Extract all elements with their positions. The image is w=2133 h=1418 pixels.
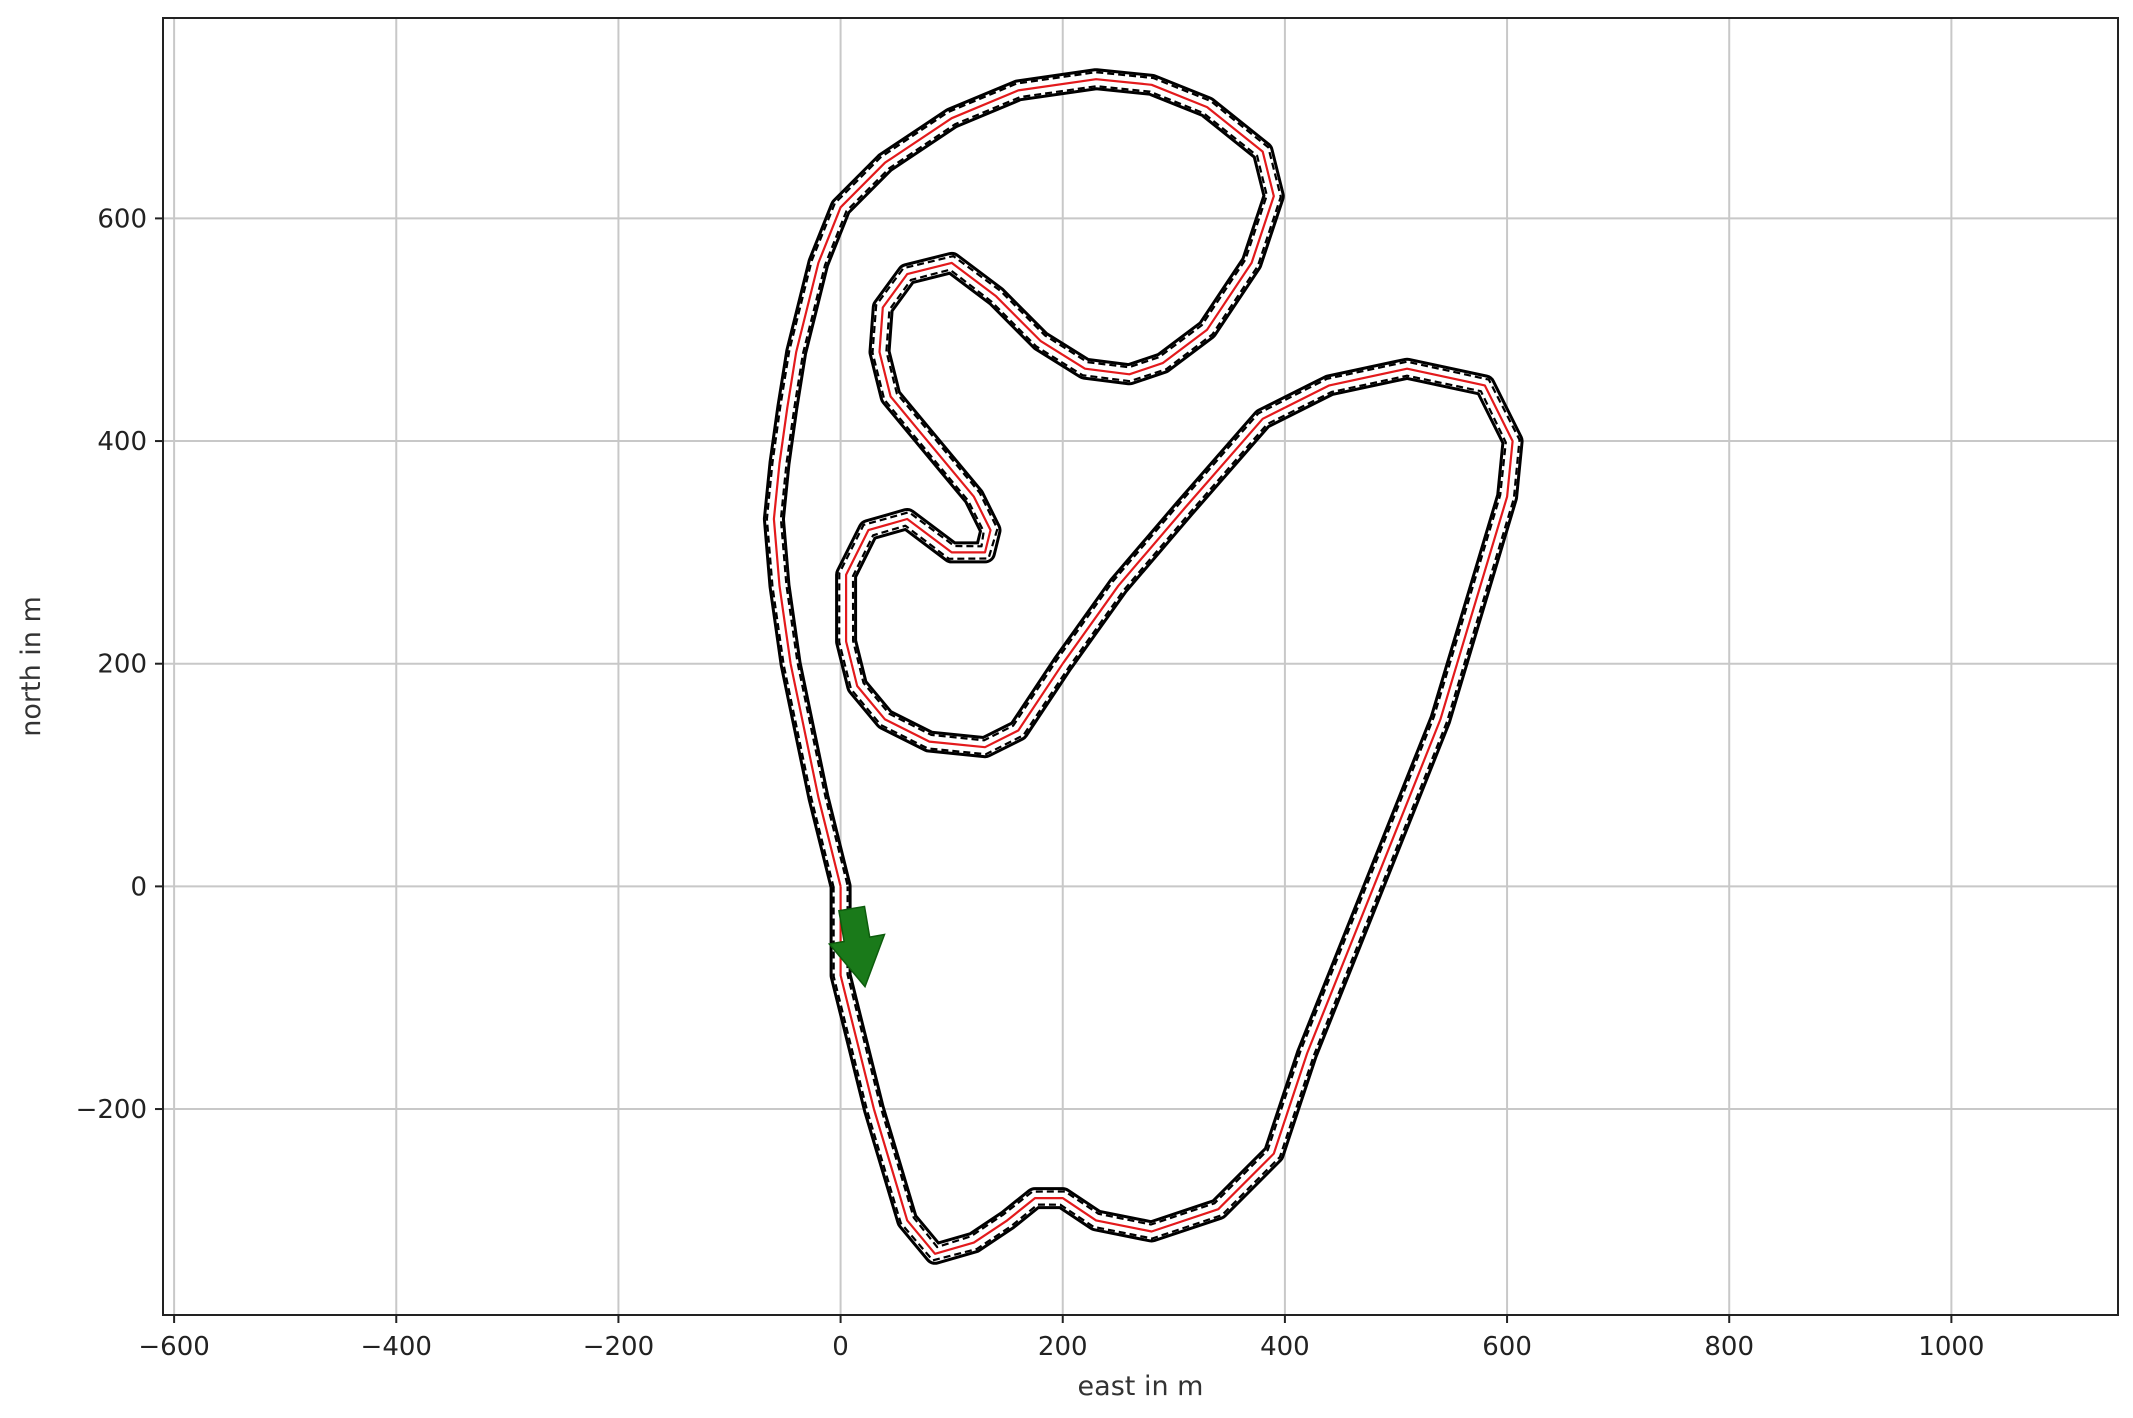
x-tick-label: 0 bbox=[832, 1332, 849, 1362]
y-tick-label: −200 bbox=[76, 1095, 147, 1125]
y-tick-label: 600 bbox=[97, 204, 147, 234]
y-tick-label: 0 bbox=[130, 872, 147, 902]
x-tick-label: 800 bbox=[1704, 1332, 1754, 1362]
y-tick-labels: −200 0 200 400 600 bbox=[76, 204, 163, 1125]
x-axis-label: east in m bbox=[1078, 1371, 1204, 1402]
track-centerline bbox=[772, 78, 1514, 1255]
track-lines bbox=[762, 68, 1524, 1265]
track-band bbox=[765, 71, 1521, 1262]
track-boundary-left bbox=[765, 71, 1521, 1262]
x-tick-label: 400 bbox=[1260, 1332, 1310, 1362]
track-boundary-right bbox=[779, 85, 1507, 1249]
x-tick-labels: −600 −400 −200 0 200 400 600 800 1000 bbox=[138, 1315, 1984, 1362]
x-tick-label: 200 bbox=[1038, 1332, 1088, 1362]
x-tick-label: −200 bbox=[583, 1332, 654, 1362]
y-tick-label: 400 bbox=[97, 427, 147, 457]
start-arrow bbox=[827, 905, 886, 989]
x-tick-label: 600 bbox=[1482, 1332, 1532, 1362]
x-tick-label: −600 bbox=[138, 1332, 209, 1362]
x-tick-label: −400 bbox=[361, 1332, 432, 1362]
track-band-outline bbox=[762, 68, 1524, 1265]
grid-lines bbox=[163, 18, 2118, 1315]
x-tick-label: 1000 bbox=[1918, 1332, 1984, 1362]
plot-frame bbox=[162, 17, 2119, 1316]
y-axis-label: north in m bbox=[16, 596, 47, 737]
y-tick-label: 200 bbox=[97, 650, 147, 680]
start-direction-arrow bbox=[827, 905, 886, 989]
